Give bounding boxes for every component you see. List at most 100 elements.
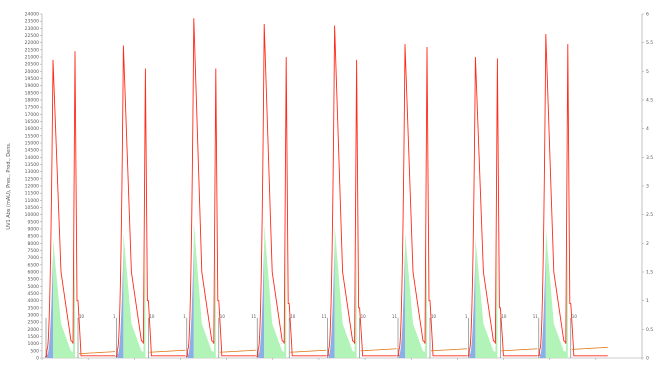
left-tick-label: 6500: [28, 262, 40, 268]
left-tick-label: 2000: [28, 327, 40, 333]
left-tick-label: 18500: [25, 90, 39, 96]
left-tick-label: 18000: [25, 98, 39, 104]
left-tick-label: 3000: [28, 313, 40, 319]
signal-line-cycle: [326, 25, 397, 357]
peak-fill-main: [53, 235, 75, 358]
fraction-markers: 10 1 10 1 10 11 10 11 10 11 10 1 10 11 10: [45, 314, 578, 358]
fraction-marker-start-label: 1: [113, 314, 116, 319]
peak-fills: [47, 222, 568, 358]
peak-fill-early: [469, 252, 476, 358]
peak-fill-main: [123, 233, 146, 358]
peak-fill-main: [264, 224, 287, 358]
right-tick-label: 0: [646, 356, 649, 362]
right-tick-label: 2.5: [646, 212, 653, 218]
baseline-line-cycle: [78, 351, 116, 355]
left-tick-label: 19500: [25, 76, 39, 82]
fraction-marker-start-label: 11: [392, 314, 398, 319]
left-tick-label: 12000: [25, 184, 39, 190]
fraction-marker-end-label: 10: [572, 314, 578, 319]
right-tick-label: 5: [646, 69, 649, 75]
series-lines: [45, 18, 608, 358]
left-tick-label: 23000: [25, 26, 39, 32]
right-tick-label: 2: [646, 241, 649, 247]
fraction-marker-end-label: 10: [79, 314, 85, 319]
baseline-line-cycle: [430, 348, 468, 352]
left-tick-label: 4000: [28, 298, 40, 304]
left-tick-label: 500: [30, 348, 39, 354]
left-tick-label: 21500: [25, 47, 39, 53]
signal-line-cycle: [115, 45, 186, 357]
left-tick-label: 15000: [25, 141, 39, 147]
right-axis-ticks: 0 0.5 1 1.5 2 2.5 3 3.5 4 4.5 5 5.5 6: [642, 12, 653, 362]
left-tick-label: 14000: [25, 155, 39, 161]
left-tick-label: 13500: [25, 162, 39, 168]
left-tick-label: 20500: [25, 62, 39, 68]
left-tick-label: 5500: [28, 277, 40, 283]
baseline-line-cycle: [149, 349, 186, 353]
signal-line-cycle: [537, 34, 608, 357]
left-tick-label: 7000: [28, 255, 40, 261]
left-tick-label: 24000: [25, 12, 39, 18]
fraction-marker-start-label: 1: [465, 314, 468, 319]
left-tick-label: 17000: [25, 112, 39, 118]
fraction-marker-end-label: 10: [431, 314, 437, 319]
baseline-line-cycle: [290, 349, 327, 353]
left-tick-label: 11000: [25, 198, 39, 204]
left-tick-label: 6000: [28, 270, 40, 276]
peak-fill-early: [258, 241, 265, 358]
peak-fill-main: [545, 228, 568, 358]
left-tick-label: 0: [36, 356, 39, 362]
right-tick-label: 4: [646, 126, 649, 132]
left-tick-label: 1000: [28, 341, 40, 347]
right-tick-label: 5.5: [646, 40, 653, 46]
peak-fill-main: [405, 232, 427, 358]
signal-line-cycle: [256, 24, 327, 357]
right-tick-label: 0.5: [646, 327, 653, 333]
peak-fill-early: [539, 244, 546, 358]
fraction-marker-start-label: 11: [251, 314, 257, 319]
left-tick-label: 14500: [25, 148, 39, 154]
left-tick-label: 8000: [28, 241, 40, 247]
left-tick-label: 19000: [25, 83, 39, 89]
right-tick-label: 1.5: [646, 270, 653, 276]
right-tick-label: 4.5: [646, 98, 653, 104]
fraction-marker-end-label: 10: [220, 314, 226, 319]
left-tick-label: 8500: [28, 234, 40, 240]
right-tick-label: 1: [646, 298, 649, 304]
left-tick-label: 13000: [25, 169, 39, 175]
peak-fill-early: [187, 239, 194, 358]
right-tick-label: 3: [646, 184, 649, 190]
left-tick-label: 23500: [25, 19, 39, 25]
baseline-line-cycle: [360, 348, 397, 352]
right-tick-label: 6: [646, 12, 649, 18]
left-tick-label: 20000: [25, 69, 39, 75]
left-tick-label: 15500: [25, 133, 39, 139]
left-tick-label: 9000: [28, 227, 40, 233]
left-tick-label: 22000: [25, 40, 39, 46]
baseline-line-cycle: [501, 348, 538, 352]
peak-fill-main: [475, 237, 498, 358]
left-tick-label: 2500: [28, 320, 40, 326]
peak-fill-early: [328, 241, 335, 358]
peak-fill-main: [334, 224, 357, 358]
left-tick-label: 1500: [28, 334, 40, 340]
left-tick-label: 21000: [25, 55, 39, 61]
fraction-marker-start-label: 11: [322, 314, 328, 319]
left-tick-label: 7500: [28, 248, 40, 254]
fraction-marker-start-label: 11: [533, 314, 539, 319]
y-axis-title: UV1 Abs (mAU), Pres., Prod., Dens.: [6, 142, 12, 230]
signal-line-cycle: [185, 18, 256, 357]
left-tick-label: 17500: [25, 105, 39, 111]
left-tick-label: 16500: [25, 119, 39, 125]
signal-line-cycle: [397, 44, 467, 357]
peak-fill-early: [47, 253, 53, 358]
peak-fill-early: [399, 248, 405, 358]
left-tick-label: 22500: [25, 33, 39, 39]
fraction-marker-end-label: 10: [501, 314, 507, 319]
fraction-marker-start-label: 1: [183, 314, 186, 319]
fraction-marker-end-label: 10: [149, 314, 155, 319]
fraction-marker-end-label: 10: [361, 314, 367, 319]
